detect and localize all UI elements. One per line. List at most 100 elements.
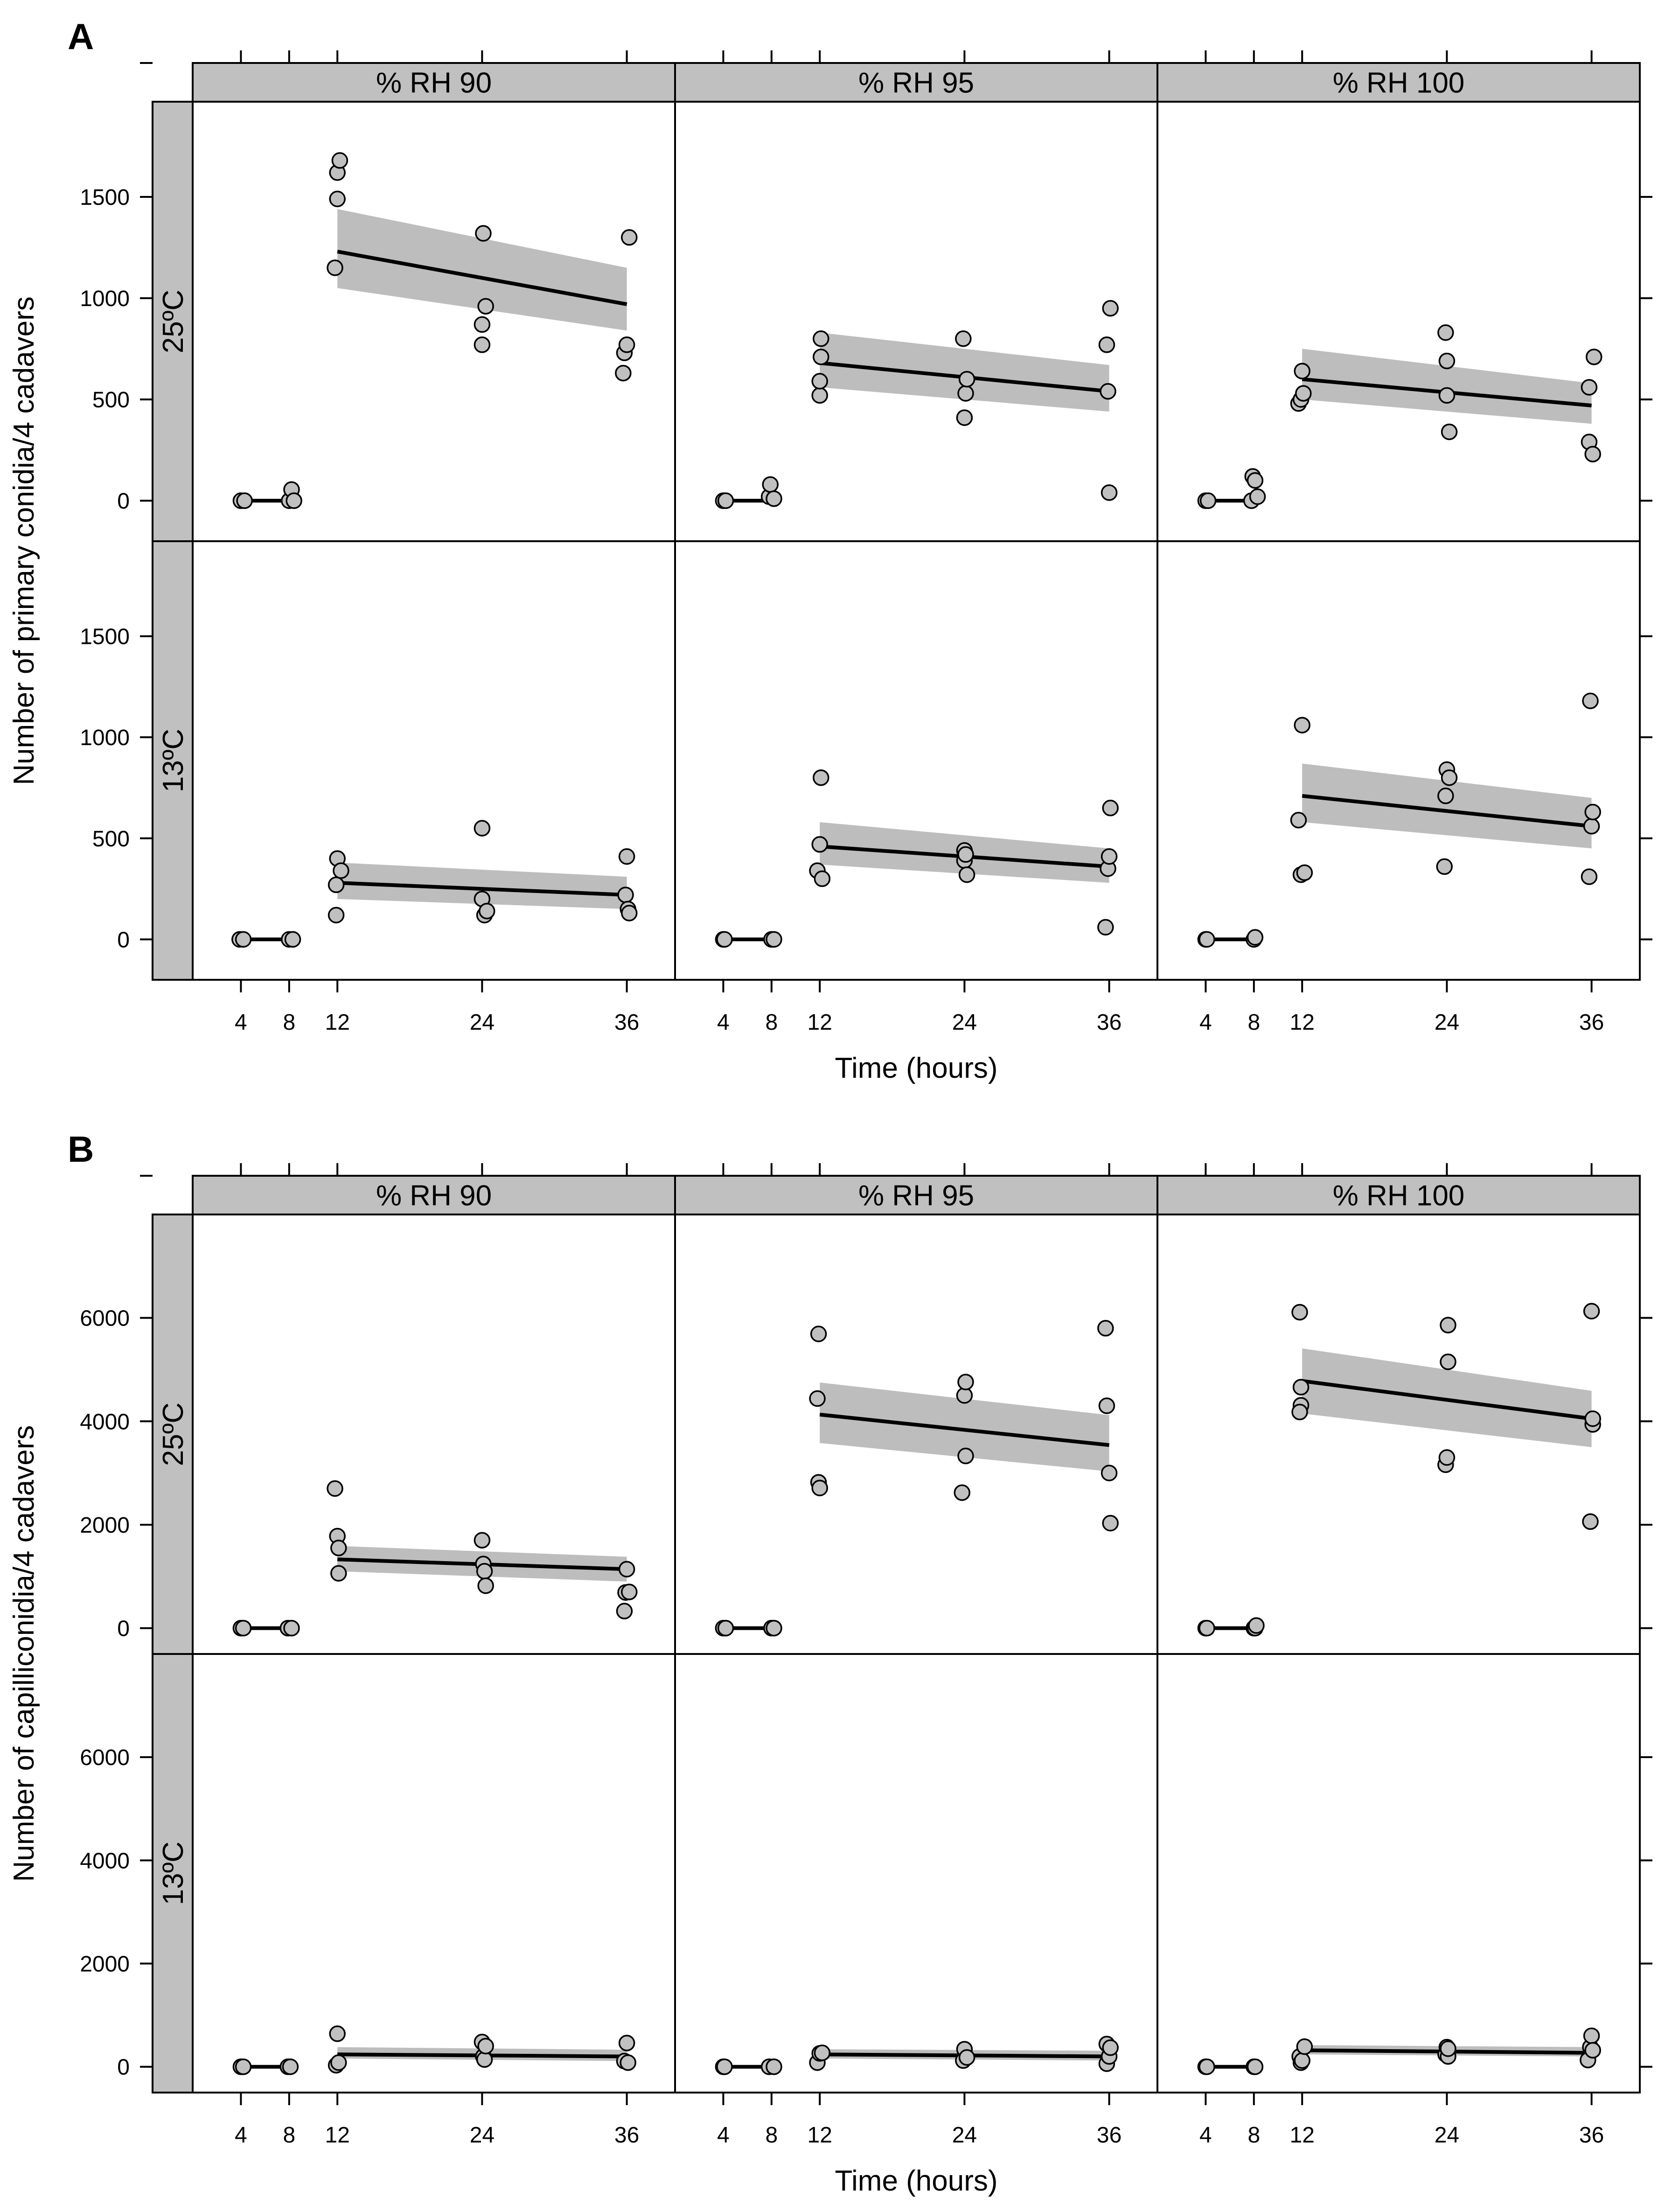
x-tick-label: 8 [765,1010,778,1035]
row-strip-label: 13ºC [157,1842,189,1905]
column-strip [1156,1175,1641,1215]
data-point [1438,1449,1456,1466]
x-tick-label: 4 [1199,2123,1212,2148]
data-point [621,905,638,921]
data-point [477,2038,494,2055]
x-tick-label: 12 [325,2123,350,2148]
data-point [766,490,782,507]
x-tick-label: 4 [1199,1010,1212,1035]
figure-a: A % RH 90 % RH 95 % RH 100 25ºC 13ºC 0 500 1000 1… [8,16,1652,1084]
data-point [766,931,782,948]
data-point [814,2045,831,2061]
regression-line [337,881,627,897]
row-strip [152,1214,194,1655]
column-strip-label: % RH 95 [858,1180,974,1212]
regression-line [1302,1379,1592,1421]
data-point [716,2058,733,2075]
data-point [235,2058,252,2075]
regression-line [819,1412,1110,1447]
data-point [1586,349,1602,365]
data-point [236,492,253,509]
data-point [1440,1354,1456,1370]
y-tick-label: 0 [117,2055,130,2080]
column-strip [192,62,676,103]
y-tick-label: 0 [117,1617,130,1641]
x-tick-label: 24 [470,2123,495,2148]
data-point [1581,379,1598,396]
x-tick-label: 12 [1290,2123,1315,2148]
data-point [284,931,301,948]
panel [1156,101,1641,542]
data-point [1437,788,1454,804]
panel [1156,540,1641,981]
data-point [1102,300,1119,317]
data-point [1102,800,1119,816]
data-point [1582,692,1599,709]
data-point [1296,864,1313,881]
data-point [235,1619,252,1637]
column-strip-label: % RH 100 [1333,67,1465,99]
data-point [1291,1403,1308,1421]
data-point [1440,1317,1456,1333]
data-point [1101,484,1118,501]
data-point [958,370,975,388]
row-strip-label: 25ºC [157,1403,189,1466]
data-point [957,385,974,402]
y-tick-label: 4000 [80,1410,130,1434]
data-point [1100,383,1116,400]
data-point [1584,1410,1601,1427]
data-point [1292,1379,1310,1396]
data-point [474,820,491,837]
x-tick-label: 4 [235,1010,247,1035]
x-axis-title: Time (hours) [835,2165,997,2197]
data-point [811,387,828,404]
data-point [329,190,346,208]
data-point [1295,385,1312,402]
confidence-band [1302,1348,1592,1447]
y-tick-label: 1500 [80,625,130,649]
confidence-band [1302,349,1592,424]
data-point [1584,2042,1601,2059]
data-point [327,259,343,276]
data-point [958,2049,975,2066]
row-strip [152,540,194,981]
confidence-band [1302,763,1592,849]
data-point [1248,1617,1265,1634]
x-tick-label: 8 [283,2123,295,2148]
data-point [716,931,733,948]
x-tick-label: 12 [1290,1010,1315,1035]
figure-panel-label: A [68,16,94,57]
x-tick-label: 36 [1097,1010,1122,1035]
data-point [1582,1513,1599,1530]
panel [674,540,1158,981]
data-point [954,1484,970,1501]
x-tick-label: 12 [808,2123,832,2148]
data-point [957,846,974,863]
panel [192,1214,676,1655]
data-point [1581,868,1598,885]
data-point [478,902,495,920]
data-point [1294,717,1310,733]
data-point [330,2054,347,2071]
data-point [330,1540,347,1556]
data-point [618,2035,635,2052]
x-tick-label: 24 [470,1010,495,1035]
panel [1156,1653,1641,2093]
column-strip-label: % RH 90 [376,1180,492,1212]
data-point [1249,488,1266,505]
y-tick-label: 0 [117,928,130,952]
data-point [621,229,638,246]
y-tick-label: 1500 [80,185,130,210]
data-point [1583,2027,1600,2045]
data-point [616,1603,633,1619]
data-point [1583,818,1600,835]
data-point [957,1447,974,1465]
data-point [1247,472,1264,489]
x-tick-label: 4 [717,1010,730,1035]
confidence-band [337,209,627,331]
data-point [474,316,491,333]
data-point [762,476,779,493]
data-point [1102,2039,1119,2056]
data-point [1102,1514,1119,1532]
